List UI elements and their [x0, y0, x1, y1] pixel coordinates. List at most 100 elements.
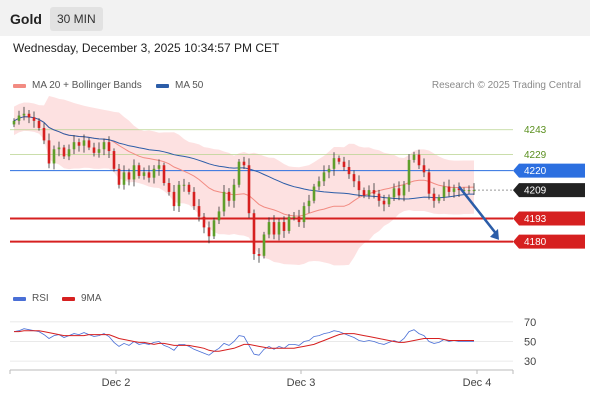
legend-bollinger-label: MA 20 + Bollinger Bands	[32, 80, 142, 91]
candle-body	[102, 142, 106, 150]
candle	[472, 183, 476, 195]
candle-body	[327, 168, 331, 173]
arrow-head	[490, 228, 499, 240]
candle-body	[147, 172, 151, 178]
candle	[217, 206, 221, 225]
candle	[92, 142, 96, 157]
candle-body	[77, 142, 81, 146]
candle-body	[242, 161, 246, 166]
candle	[32, 111, 36, 128]
candle	[162, 162, 166, 186]
legend-9ma: 9MA	[62, 293, 102, 304]
candle	[12, 118, 16, 128]
arrow-shaft	[458, 185, 498, 236]
candle-body	[107, 142, 111, 152]
candle-body	[162, 165, 166, 184]
level-tag-background	[513, 183, 585, 198]
candle	[447, 179, 451, 197]
candle-body	[322, 172, 326, 182]
time-label-Dec-2: Dec 2	[102, 377, 131, 389]
rsi-ma9-line	[14, 330, 474, 352]
candle-body	[447, 186, 451, 192]
candle-body	[227, 191, 231, 201]
candle	[372, 183, 376, 199]
rsi-tick-70: 70	[524, 317, 536, 329]
level-tag-text: 4180	[524, 237, 547, 248]
candle-body	[142, 172, 146, 176]
candle-body	[92, 147, 96, 153]
candle	[337, 155, 341, 165]
candle	[172, 184, 176, 211]
rsi-tick-50: 50	[524, 336, 536, 348]
credit-text: Research © 2025 Trading Central	[431, 80, 581, 91]
candle	[47, 133, 51, 169]
candle-body	[342, 161, 346, 168]
candle-body	[122, 172, 126, 185]
candle-body	[192, 191, 196, 207]
candle	[252, 209, 256, 260]
ma9-swatch-icon	[62, 296, 75, 301]
candle	[292, 211, 296, 221]
candle-body	[267, 222, 271, 235]
candle	[387, 194, 391, 207]
candle-body	[412, 154, 416, 160]
candle-body	[332, 158, 336, 169]
candle	[332, 152, 336, 176]
candle-body	[217, 211, 221, 221]
candle	[117, 164, 121, 189]
candle-body	[347, 167, 351, 175]
candle-body	[137, 165, 141, 176]
candle-body	[317, 181, 321, 187]
candle	[317, 176, 321, 191]
candle	[147, 165, 151, 183]
candle	[167, 178, 171, 196]
candle	[287, 214, 291, 234]
level-tag-background	[513, 163, 585, 178]
candle-body	[182, 184, 186, 186]
candle-body	[82, 140, 86, 146]
legend-rsi-label: RSI	[32, 293, 49, 304]
candle-body	[297, 216, 301, 223]
candle-body	[272, 222, 276, 235]
candle	[227, 188, 231, 207]
candle	[432, 187, 436, 208]
candle	[212, 217, 216, 239]
candle	[362, 187, 366, 199]
candle	[62, 144, 66, 160]
bollinger-band	[14, 96, 474, 266]
candle-body	[232, 184, 236, 201]
candle-body	[97, 149, 101, 153]
level-tag-text: 4243	[524, 125, 547, 136]
candle	[382, 194, 386, 212]
candle	[22, 106, 26, 121]
candle	[242, 156, 246, 169]
candle-body	[382, 200, 386, 205]
time-label-Dec-3: Dec 3	[287, 377, 316, 389]
legend-rsi: RSI	[13, 293, 49, 304]
datetime-label: Wednesday, December 3, 2025 10:34:57 PM …	[13, 41, 280, 55]
candle	[137, 162, 141, 179]
candle-body	[202, 216, 206, 228]
candle	[237, 159, 241, 188]
candle	[347, 160, 351, 179]
candle-body	[67, 149, 71, 157]
candle-body	[172, 191, 176, 207]
timeframe-button[interactable]: 30 MIN	[50, 7, 103, 31]
candle	[422, 158, 426, 178]
candle	[77, 138, 81, 152]
candle	[52, 145, 56, 170]
candle-body	[437, 197, 441, 201]
candle-body	[22, 113, 26, 116]
candle	[322, 165, 326, 187]
level-tag-4180: 4180	[513, 234, 585, 249]
candle-body	[377, 193, 381, 201]
candle-body	[32, 117, 36, 121]
candle	[327, 165, 331, 179]
candle-body	[157, 165, 161, 169]
candle	[457, 182, 461, 198]
candle	[342, 156, 346, 171]
candle-body	[457, 188, 461, 191]
candle	[192, 187, 196, 210]
candle-body	[397, 188, 401, 196]
